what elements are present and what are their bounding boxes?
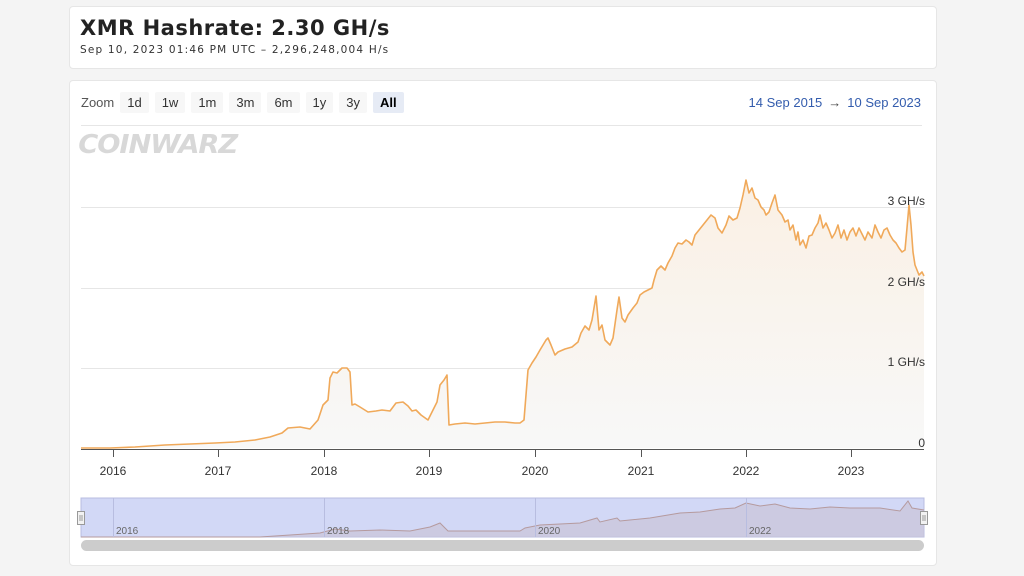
zoom-1d-button[interactable]: 1d bbox=[120, 92, 149, 113]
header-card: XMR Hashrate: 2.30 GH/s Sep 10, 2023 01:… bbox=[69, 6, 937, 69]
svg-text:2019: 2019 bbox=[416, 464, 443, 478]
zoom-1w-button[interactable]: 1w bbox=[154, 92, 186, 113]
zoom-3y-button[interactable]: 3y bbox=[339, 92, 367, 113]
date-range: 14 Sep 2015 → 10 Sep 2023 bbox=[749, 95, 921, 110]
range-to-date[interactable]: 10 Sep 2023 bbox=[847, 95, 921, 110]
zoom-label: Zoom bbox=[81, 95, 115, 110]
zoom-1y-button[interactable]: 1y bbox=[305, 92, 334, 113]
zoom-3m-button[interactable]: 3m bbox=[229, 92, 262, 113]
navigator-label-2022: 2022 bbox=[749, 526, 772, 537]
svg-text:2016: 2016 bbox=[100, 464, 127, 478]
toolbar-divider bbox=[81, 125, 922, 126]
arrow-right-icon: → bbox=[828, 95, 842, 110]
svg-text:2 GH/s: 2 GH/s bbox=[888, 275, 925, 289]
page-title: XMR Hashrate: 2.30 GH/s bbox=[80, 16, 390, 40]
svg-text:2022: 2022 bbox=[733, 464, 760, 478]
navigator-label-2016: 2016 bbox=[116, 526, 139, 537]
svg-text:2017: 2017 bbox=[205, 464, 232, 478]
zoom-1m-button[interactable]: 1m bbox=[191, 92, 224, 113]
svg-text:2018: 2018 bbox=[311, 464, 338, 478]
navigator-gridlines bbox=[113, 498, 747, 537]
coinwarz-logo: COINWARZ bbox=[78, 130, 238, 160]
zoom-all-button[interactable]: All bbox=[372, 92, 404, 113]
navigator-left-handle[interactable] bbox=[77, 511, 85, 525]
svg-text:0: 0 bbox=[918, 436, 925, 450]
navigator-right-handle[interactable] bbox=[920, 511, 928, 525]
svg-text:1 GH/s: 1 GH/s bbox=[888, 355, 925, 369]
svg-text:3 GH/s: 3 GH/s bbox=[888, 194, 925, 208]
navigator-label-2018: 2018 bbox=[327, 526, 350, 537]
hashrate-timestamp: Sep 10, 2023 01:46 PM UTC – 2,296,248,00… bbox=[80, 44, 390, 56]
x-axis-ticks bbox=[113, 450, 852, 457]
navigator[interactable]: 2016 2018 2020 2022 bbox=[77, 497, 928, 538]
navigator-series-line bbox=[81, 500, 925, 538]
svg-text:2020: 2020 bbox=[522, 464, 549, 478]
horizontal-scrollbar[interactable] bbox=[81, 540, 924, 551]
zoom-6m-button[interactable]: 6m bbox=[267, 92, 300, 113]
navigator-label-2020: 2020 bbox=[538, 526, 561, 537]
navigator-series-area bbox=[81, 501, 924, 537]
range-selector: Zoom 1d 1w 1m 3m 6m 1y 3y All bbox=[81, 92, 410, 113]
hashrate-area bbox=[81, 180, 924, 448]
x-axis-labels: 2016 2017 2018 2019 2020 2021 2022 2023 bbox=[100, 464, 865, 478]
hashrate-line[interactable] bbox=[81, 179, 925, 449]
range-from-date[interactable]: 14 Sep 2015 bbox=[748, 95, 823, 110]
y-axis-labels: 0 1 GH/s 2 GH/s 3 GH/s bbox=[888, 194, 926, 450]
svg-text:2021: 2021 bbox=[628, 464, 655, 478]
svg-text:2023: 2023 bbox=[838, 464, 865, 478]
